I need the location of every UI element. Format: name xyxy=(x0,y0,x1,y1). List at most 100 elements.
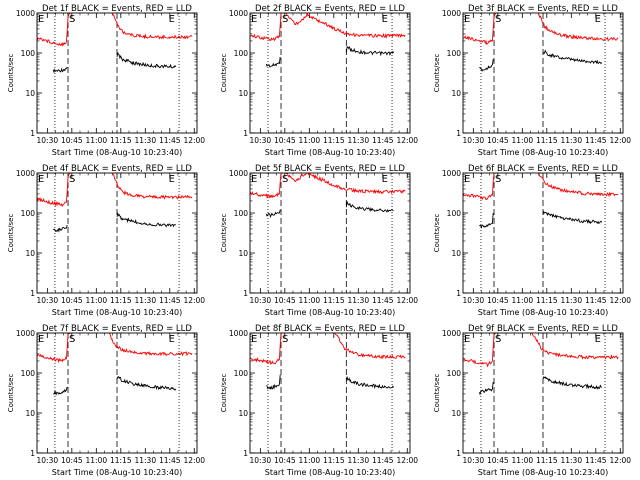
plot-title: Det 7f BLACK = Events, RED = LLD xyxy=(42,324,192,334)
interval-marker-label: E xyxy=(169,14,175,25)
x-tick-label: 10:45 xyxy=(487,456,509,465)
x-tick-label: 11:15 xyxy=(536,136,558,145)
x-tick-label: 11:00 xyxy=(86,136,108,145)
y-tick-label: 1 xyxy=(456,449,461,458)
x-axis-label: Start Time (08-Aug-10 10:23:40) xyxy=(52,148,183,157)
x-tick-label: 10:30 xyxy=(463,136,485,145)
lld-series-line xyxy=(250,13,406,42)
y-axis-label: Counts/sec xyxy=(7,214,15,253)
y-tick-label: 10 xyxy=(451,409,461,418)
events-series-line xyxy=(266,374,281,390)
detector-plot: Det 5f BLACK = Events, RED = LLD Counts/s… xyxy=(220,164,418,317)
x-tick-label: 11:15 xyxy=(110,456,132,465)
events-series-line xyxy=(265,56,281,68)
x-tick-label: 10:45 xyxy=(61,296,83,305)
y-tick-label: 100 xyxy=(234,209,249,218)
plot-frame xyxy=(462,172,624,294)
interval-marker-label: E xyxy=(251,334,257,345)
y-tick-label: 1 xyxy=(243,449,248,458)
x-tick-label: 12:00 xyxy=(183,456,205,465)
x-axis-label: Start Time (08-Aug-10 10:23:40) xyxy=(265,308,396,317)
x-tick-label: 11:30 xyxy=(560,456,582,465)
x-tick-label: 11:45 xyxy=(585,456,607,465)
x-tick-label: 11:45 xyxy=(159,296,181,305)
lld-series-line xyxy=(463,333,498,368)
lld-series-line xyxy=(250,333,285,365)
y-tick-label: 1000 xyxy=(16,329,35,338)
y-tick-label: 10 xyxy=(238,89,248,98)
interval-marker-label: S xyxy=(282,14,288,25)
events-series-line xyxy=(345,376,395,390)
y-axis-label: Counts/sec xyxy=(7,54,15,93)
interval-marker-label: E xyxy=(169,174,175,185)
y-tick-label: 1 xyxy=(30,289,35,298)
interval-marker-label: E xyxy=(382,14,388,25)
x-tick-label: 11:15 xyxy=(110,136,132,145)
x-tick-label: 11:00 xyxy=(299,456,321,465)
y-tick-label: 10 xyxy=(451,89,461,98)
interval-marker-label: E xyxy=(38,174,44,185)
y-tick-label: 1 xyxy=(243,289,248,298)
x-tick-label: 11:30 xyxy=(134,136,156,145)
detector-plot: Det 1f BLACK = Events, RED = LLD Counts/s… xyxy=(7,4,205,157)
x-tick-label: 11:00 xyxy=(512,456,534,465)
y-tick-label: 10 xyxy=(451,249,461,258)
y-axis-label: Counts/sec xyxy=(433,54,441,93)
x-tick-label: 12:00 xyxy=(183,296,205,305)
x-axis-label: Start Time (08-Aug-10 10:23:40) xyxy=(478,148,609,157)
detector-plot: Det 8f BLACK = Events, RED = LLD Counts/s… xyxy=(220,324,418,477)
x-tick-label: 10:45 xyxy=(487,296,509,305)
x-tick-label: 10:30 xyxy=(37,456,59,465)
x-tick-label: 10:45 xyxy=(487,136,509,145)
x-tick-label: 12:00 xyxy=(396,456,418,465)
lld-series-line xyxy=(108,333,193,357)
x-tick-label: 11:30 xyxy=(560,136,582,145)
lld-series-line xyxy=(111,13,193,40)
plot-frame xyxy=(36,332,198,454)
x-axis-label: Start Time (08-Aug-10 10:23:40) xyxy=(478,308,609,317)
x-tick-label: 12:00 xyxy=(609,136,631,145)
detector-plot: Det 4f BLACK = Events, RED = LLD Counts/s… xyxy=(7,164,205,317)
x-tick-label: 11:15 xyxy=(323,456,345,465)
interval-marker-label: E xyxy=(382,334,388,345)
events-series-line xyxy=(542,376,603,390)
x-tick-label: 11:00 xyxy=(512,136,534,145)
x-tick-label: 10:30 xyxy=(250,136,272,145)
plot-frame xyxy=(249,12,411,134)
x-tick-label: 11:45 xyxy=(159,136,181,145)
interval-marker-label: E xyxy=(595,334,601,345)
plot-series-area xyxy=(37,13,193,73)
x-tick-label: 11:30 xyxy=(560,296,582,305)
x-axis-label: Start Time (08-Aug-10 10:23:40) xyxy=(52,468,183,477)
y-tick-label: 1000 xyxy=(16,9,35,18)
y-tick-label: 1000 xyxy=(442,169,461,178)
y-axis-label: Counts/sec xyxy=(433,214,441,253)
x-tick-label: 10:30 xyxy=(250,456,272,465)
interval-marker-label: S xyxy=(282,174,288,185)
events-series-line xyxy=(116,212,177,228)
lld-series-line xyxy=(37,173,72,208)
x-tick-label: 12:00 xyxy=(396,296,418,305)
plot-series-area xyxy=(250,173,406,219)
x-tick-label: 11:45 xyxy=(585,136,607,145)
interval-marker-label: S xyxy=(69,174,75,185)
events-series-line xyxy=(542,49,603,65)
interval-marker-label: E xyxy=(38,14,44,25)
events-series-line xyxy=(345,201,394,213)
x-tick-label: 12:00 xyxy=(609,296,631,305)
y-tick-label: 100 xyxy=(234,49,249,58)
y-tick-label: 1000 xyxy=(229,329,248,338)
lld-series-line xyxy=(463,173,498,201)
lld-series-line xyxy=(537,13,619,42)
events-series-line xyxy=(53,224,68,233)
interval-marker-label: E xyxy=(464,174,470,185)
plot-series-area xyxy=(463,173,619,229)
y-axis-label: Counts/sec xyxy=(220,374,228,413)
interval-marker-label: E xyxy=(251,174,257,185)
y-tick-label: 1 xyxy=(30,449,35,458)
interval-marker-label: S xyxy=(495,14,501,25)
lld-series-line xyxy=(111,173,193,200)
plot-frame xyxy=(36,172,198,294)
plot-frame xyxy=(36,12,198,134)
